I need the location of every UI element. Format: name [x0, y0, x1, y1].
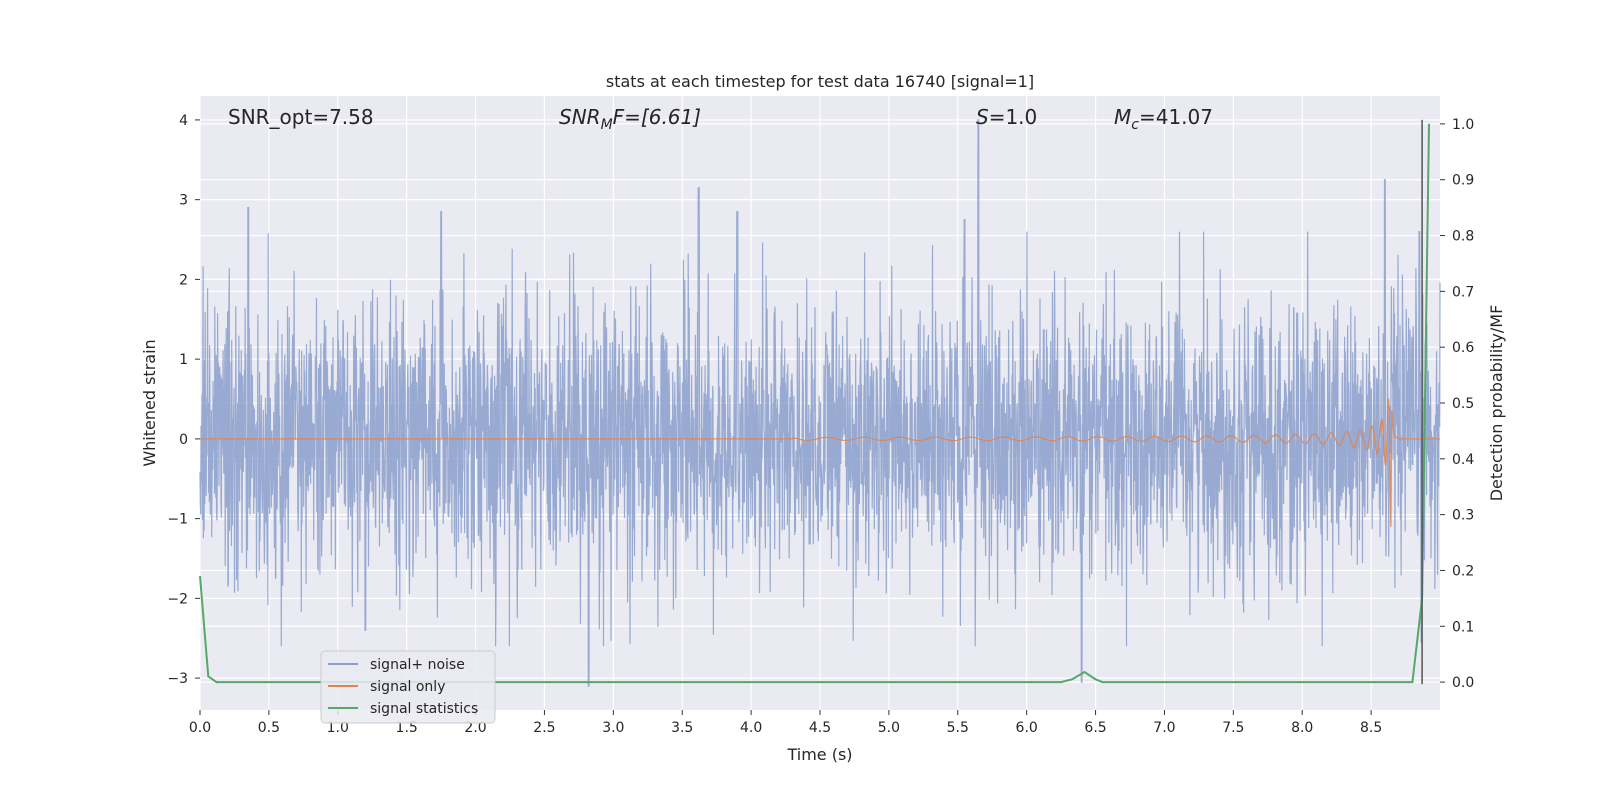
x-tick-label: 8.5: [1360, 720, 1382, 736]
x-tick-label: 4.0: [740, 720, 762, 736]
y-right-tick-label: 0.1: [1452, 619, 1474, 635]
annotation-snr-opt: SNR_opt=7.58: [228, 105, 374, 129]
y-tick-label: 2: [179, 272, 188, 288]
x-tick-label: 1.5: [396, 720, 418, 736]
y-right-tick-label: 0.8: [1452, 229, 1474, 245]
annotation-snr-mf-symbol: SNR: [559, 105, 601, 129]
x-tick-label: 2.0: [464, 720, 486, 736]
annotation-snr-mf: SNRMF=[6.61]: [559, 105, 701, 133]
y-right-tick-label: 0.6: [1452, 340, 1474, 356]
y-tick-label: 1: [179, 352, 188, 368]
x-tick-label: 2.5: [533, 720, 555, 736]
y-tick-label: −1: [167, 512, 188, 528]
y-axis-label: Whitened strain: [140, 339, 159, 466]
chart-title: stats at each timestep for test data 167…: [606, 72, 1034, 91]
annotation-s: S=1.0: [976, 105, 1037, 129]
y-tick-label: −3: [167, 671, 188, 687]
y-right-tick-label: 0.4: [1452, 452, 1474, 468]
legend-label-signal-statistics: signal statistics: [370, 701, 478, 717]
x-tick-label: 3.5: [671, 720, 693, 736]
x-tick-label: 7.5: [1222, 720, 1244, 736]
signal-only-line: [200, 398, 1440, 528]
annotation-snr-mf-subscript: M: [601, 117, 613, 133]
x-tick-label: 4.5: [809, 720, 831, 736]
x-tick-label: 0.0: [189, 720, 211, 736]
x-tick-label: 8.0: [1291, 720, 1313, 736]
y-tick-label: 3: [179, 193, 188, 209]
series-signal-statistics: [199, 123, 1430, 684]
y-right-tick-label: 0.9: [1452, 173, 1474, 189]
annotation-mc-value: =41.07: [1139, 105, 1213, 129]
annotation-s-symbol: S: [976, 105, 989, 129]
signal-noise-line: [199, 119, 1441, 687]
x-axis-ticks: 0.0 0.5 1.0 1.5 2.0 2.5 3.0 3.5 4.0 4.5 5.0 5.5 6.0 6…: [189, 710, 1382, 736]
y-right-tick-label: 1.0: [1452, 117, 1474, 133]
x-tick-label: 1.0: [327, 720, 349, 736]
y-axis-right-label: Detection probability/MF: [1487, 305, 1506, 502]
x-tick-label: 0.5: [258, 720, 280, 736]
x-tick-label: 5.0: [878, 720, 900, 736]
series-signal-only: [200, 398, 1440, 528]
y-axis-right-ticks: 0.0 0.1 0.2 0.3 0.4 0.5 0.6 0.7 0.8 0.9 1.0: [1440, 117, 1474, 691]
y-right-tick-label: 0.7: [1452, 284, 1474, 300]
annotation-mc-subscript: c: [1131, 117, 1139, 133]
legend-label-signal-only: signal only: [370, 679, 445, 695]
x-tick-label: 5.5: [947, 720, 969, 736]
x-axis-label: Time (s): [786, 745, 852, 764]
y-axis-ticks: −3 −2 −1 0 1 2 3 4: [167, 113, 200, 687]
signal-statistics-line: [199, 123, 1430, 684]
y-right-tick-label: 0.2: [1452, 563, 1474, 579]
x-tick-label: 6.5: [1084, 720, 1106, 736]
y-right-tick-label: 0.0: [1452, 675, 1474, 691]
x-tick-label: 7.0: [1153, 720, 1175, 736]
x-tick-label: 3.0: [602, 720, 624, 736]
annotation-snr-mf-value: F=[6.61]: [613, 105, 701, 129]
legend: signal+ noise signal only signal statist…: [320, 650, 496, 724]
y-tick-label: 0: [179, 432, 188, 448]
legend-box: [320, 650, 496, 724]
legend-label-signal-noise: signal+ noise: [370, 657, 465, 673]
annotation-mc: Mc=41.07: [1114, 105, 1213, 133]
annotation-mc-symbol: M: [1114, 105, 1131, 129]
y-right-tick-label: 0.5: [1452, 396, 1474, 412]
y-tick-label: 4: [179, 113, 188, 129]
y-right-tick-label: 0.3: [1452, 508, 1474, 524]
x-tick-label: 6.0: [1016, 720, 1038, 736]
y-tick-label: −2: [167, 591, 188, 607]
annotation-s-value: =1.0: [989, 105, 1038, 129]
series-signal-noise: [199, 119, 1441, 687]
